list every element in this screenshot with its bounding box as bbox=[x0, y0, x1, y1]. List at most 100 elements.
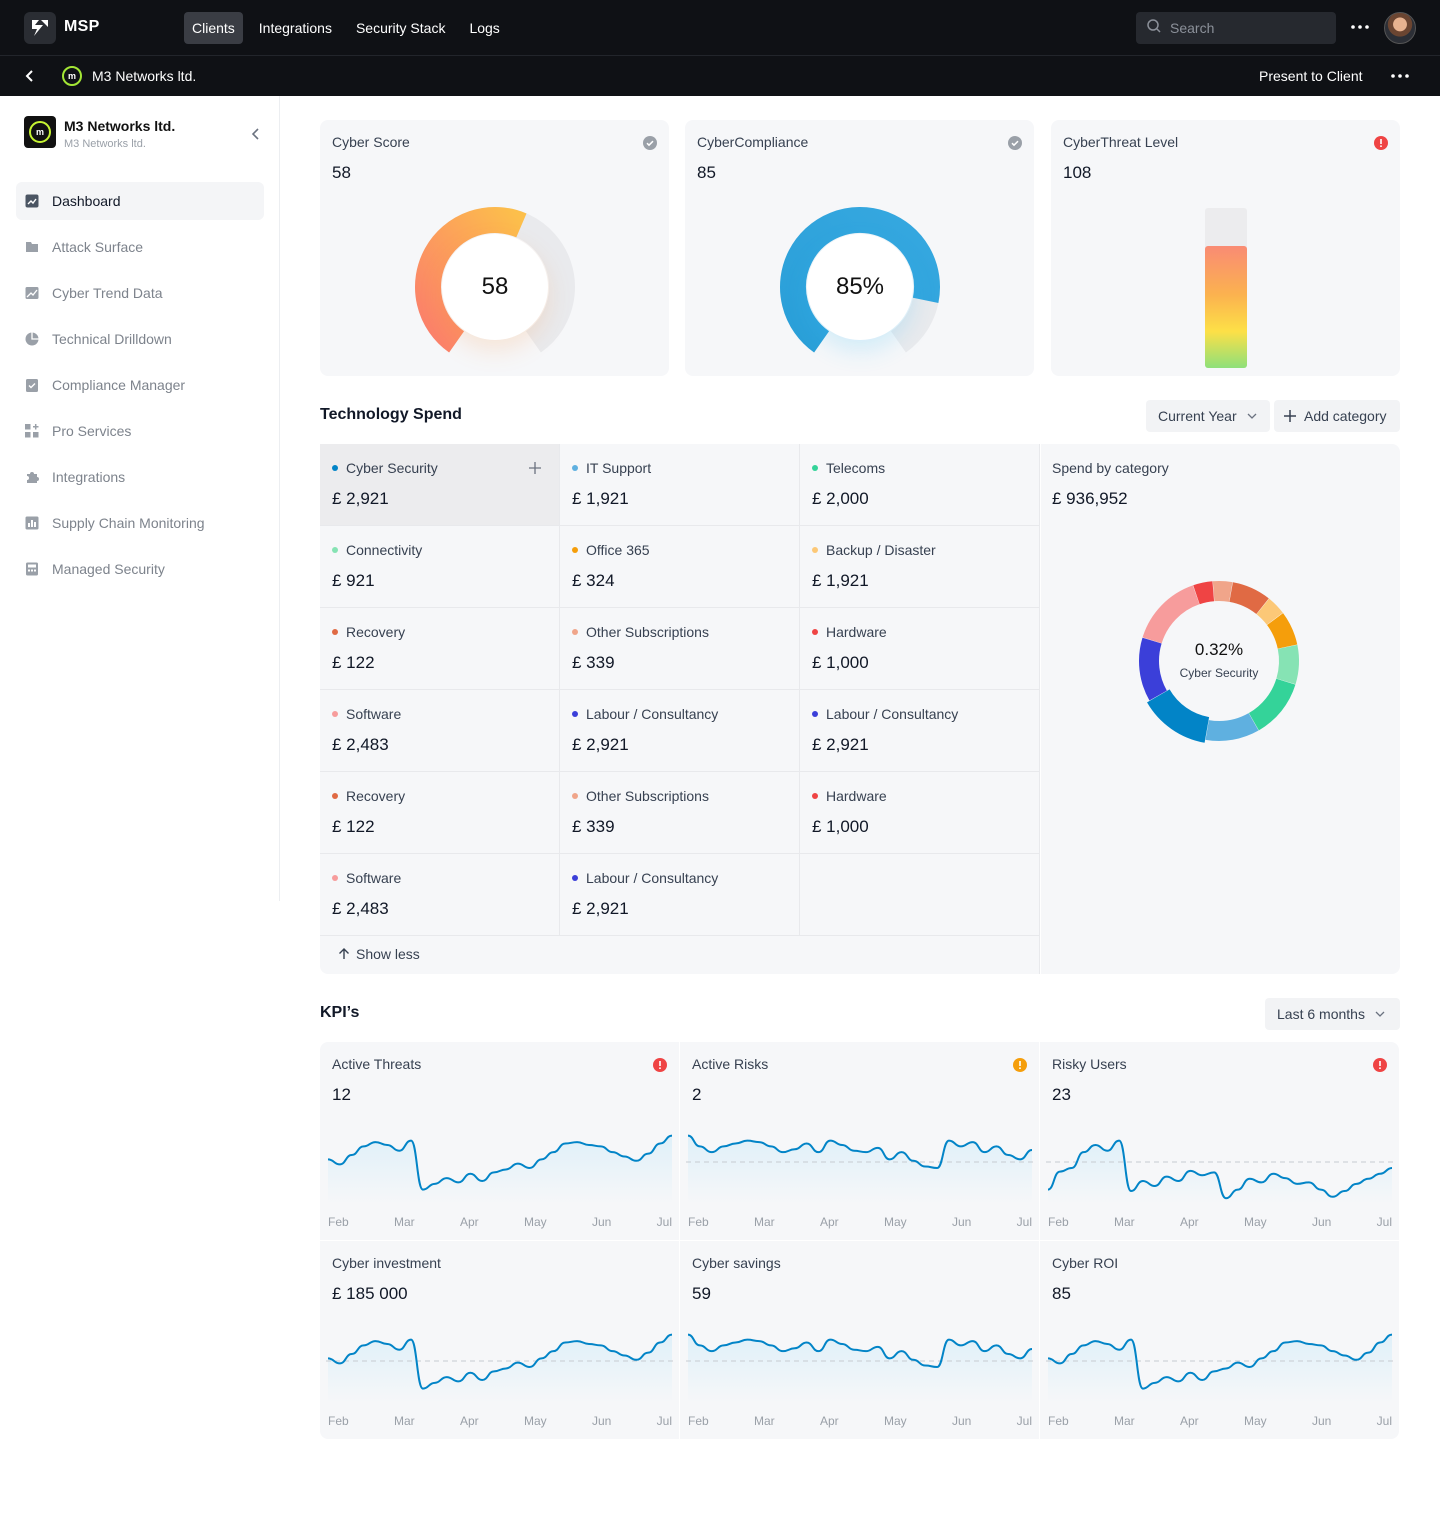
kpi-value: 23 bbox=[1052, 1085, 1071, 1104]
spend-cell[interactable]: Office 365 £ 324 bbox=[560, 526, 799, 607]
more-options-icon[interactable] bbox=[1390, 66, 1410, 86]
sparkline-area bbox=[328, 1334, 672, 1403]
spend-cell[interactable]: Hardware £ 1,000 bbox=[800, 608, 1039, 689]
category-amount: £ 339 bbox=[572, 653, 615, 672]
nav-security-stack[interactable]: Security Stack bbox=[355, 20, 446, 36]
category-name: Labour / Consultancy bbox=[586, 706, 719, 722]
spend-cell[interactable]: Cyber Security £ 2,921 bbox=[320, 444, 559, 525]
spend-cell[interactable]: IT Support £ 1,921 bbox=[560, 444, 799, 525]
sidebar-item-integrations[interactable]: Integrations bbox=[16, 458, 264, 496]
month-tick-label: Mar bbox=[394, 1215, 415, 1229]
sidebar-item-managed-security[interactable]: Managed Security bbox=[16, 550, 264, 588]
spend-cell[interactable]: Recovery £ 122 bbox=[320, 772, 559, 853]
show-less-label: Show less bbox=[356, 946, 420, 962]
grid-divider bbox=[799, 444, 800, 935]
sparkline-area bbox=[1048, 1334, 1392, 1403]
kpi-card-cyber-roi[interactable]: Cyber ROI 85 Feb Mar Apr May Jun Jul bbox=[1040, 1241, 1399, 1439]
sidebar-item-attack-surface[interactable]: Attack Surface bbox=[16, 228, 264, 266]
month-tick-label: Feb bbox=[1048, 1215, 1069, 1229]
sidebar-item-cyber-trend-data[interactable]: Cyber Trend Data bbox=[16, 274, 264, 312]
user-avatar[interactable] bbox=[1384, 12, 1416, 44]
client-logo: m bbox=[24, 116, 56, 148]
kpi-sparkline bbox=[686, 1134, 1034, 1204]
spend-cell[interactable]: Labour / Consultancy £ 2,921 bbox=[560, 690, 799, 771]
present-to-client-button[interactable]: Present to Client bbox=[1259, 68, 1363, 84]
card-value: 58 bbox=[332, 163, 351, 182]
kpi-sparkline bbox=[1046, 1139, 1394, 1204]
grid-divider bbox=[320, 935, 1040, 936]
kpi-card-cyber-savings[interactable]: Cyber savings 59 Feb Mar Apr May Jun Jul bbox=[680, 1241, 1039, 1439]
spend-cell[interactable]: Software £ 2,483 bbox=[320, 854, 559, 935]
cyber-compliance-card[interactable]: CyberCompliance 85 85% bbox=[685, 120, 1034, 376]
alert-icon bbox=[1373, 1058, 1387, 1072]
sparkline-line bbox=[687, 1333, 1033, 1369]
category-amount: £ 2,483 bbox=[332, 735, 389, 754]
donut-slice[interactable] bbox=[1248, 678, 1296, 731]
collapse-chevron-icon[interactable] bbox=[246, 124, 266, 144]
donut-slice[interactable] bbox=[1256, 598, 1283, 626]
spend-cell[interactable]: Other Subscriptions £ 339 bbox=[560, 608, 799, 689]
sparkline-line bbox=[687, 1134, 1033, 1170]
cyber-score-card[interactable]: Cyber Score 58 58 bbox=[320, 120, 669, 376]
search-input[interactable]: Search bbox=[1136, 12, 1336, 44]
plus-icon[interactable] bbox=[527, 460, 543, 476]
msp-logo-icon[interactable] bbox=[24, 12, 56, 44]
category-dot bbox=[572, 629, 578, 635]
category-name: Recovery bbox=[346, 624, 406, 640]
spend-cell[interactable]: Labour / Consultancy £ 2,921 bbox=[560, 854, 799, 935]
sidebar-item-technical-drilldown[interactable]: Technical Drilldown bbox=[16, 320, 264, 358]
client-title: M3 Networks ltd. bbox=[92, 68, 197, 84]
spend-cell[interactable]: Telecoms £ 2,000 bbox=[800, 444, 1039, 525]
nav-logs[interactable]: Logs bbox=[469, 20, 500, 36]
period-select[interactable]: Current Year bbox=[1146, 400, 1270, 432]
month-tick-label: Feb bbox=[688, 1215, 709, 1229]
kpi-card-active-risks[interactable]: Active Risks 2 Feb Mar Apr May Jun Jul bbox=[680, 1042, 1039, 1240]
spend-cell[interactable]: Other Subscriptions £ 339 bbox=[560, 772, 799, 853]
donut-slice[interactable] bbox=[1266, 613, 1298, 650]
spend-cell[interactable]: Connectivity £ 921 bbox=[320, 526, 559, 607]
sidebar-item-dashboard[interactable]: Dashboard bbox=[16, 182, 264, 220]
cyber-threat-level-card[interactable]: CyberThreat Level 108 bbox=[1051, 120, 1400, 376]
spend-donut-chart[interactable] bbox=[1136, 578, 1302, 744]
sidebar-item-supply-chain-monitoring[interactable]: Supply Chain Monitoring bbox=[16, 504, 264, 542]
gauge-center-value: 58 bbox=[442, 234, 548, 340]
kpi-card-active-threats[interactable]: Active Threats 12 Feb Mar Apr May Jun Jul bbox=[320, 1042, 679, 1240]
spend-cell[interactable]: Labour / Consultancy £ 2,921 bbox=[800, 690, 1039, 771]
donut-slice[interactable] bbox=[1205, 712, 1259, 741]
kpi-value: 12 bbox=[332, 1085, 351, 1104]
spend-cell[interactable]: Backup / Disaster £ 1,921 bbox=[800, 526, 1039, 607]
add-category-button[interactable]: Add category bbox=[1274, 400, 1400, 432]
category-amount: £ 2,921 bbox=[332, 489, 389, 508]
donut-slice[interactable] bbox=[1147, 688, 1210, 743]
spend-cell[interactable]: Recovery £ 122 bbox=[320, 608, 559, 689]
nav-integrations[interactable]: Integrations bbox=[258, 20, 332, 36]
check-icon bbox=[643, 136, 657, 150]
back-arrow-icon[interactable] bbox=[20, 66, 40, 86]
sidebar-item-pro-services[interactable]: Pro Services bbox=[16, 412, 264, 450]
donut-slice[interactable] bbox=[1228, 582, 1269, 615]
month-tick-label: Jul bbox=[656, 1414, 672, 1428]
donut-slice[interactable] bbox=[1142, 585, 1200, 644]
category-name: Software bbox=[346, 706, 402, 722]
show-less-button[interactable]: Show less bbox=[338, 946, 420, 962]
category-dot bbox=[572, 465, 578, 471]
spend-by-title: Spend by category bbox=[1052, 460, 1169, 476]
nav-clients[interactable]: Clients bbox=[184, 12, 243, 44]
donut-slice[interactable] bbox=[1212, 581, 1233, 602]
kpi-card-risky-users[interactable]: Risky Users 23 Feb Mar Apr May Jun Jul bbox=[1040, 1042, 1399, 1240]
donut-slice[interactable] bbox=[1139, 637, 1168, 701]
spend-cell[interactable]: Software £ 2,483 bbox=[320, 690, 559, 771]
spend-cell[interactable]: Hardware £ 1,000 bbox=[800, 772, 1039, 853]
sidebar-item-compliance-manager[interactable]: Compliance Manager bbox=[16, 366, 264, 404]
month-tick-label: Mar bbox=[754, 1414, 775, 1428]
category-name: IT Support bbox=[586, 460, 652, 476]
kpi-card-cyber-investment[interactable]: Cyber investment £ 185 000 Feb Mar Apr May Jun… bbox=[320, 1241, 679, 1439]
donut-slice[interactable] bbox=[1193, 581, 1215, 605]
chevron-down-icon bbox=[1375, 1011, 1385, 1017]
category-name: Recovery bbox=[346, 788, 406, 804]
more-options-icon[interactable] bbox=[1350, 17, 1370, 37]
category-name: Labour / Consultancy bbox=[586, 870, 719, 886]
kpi-period-select[interactable]: Last 6 months bbox=[1265, 998, 1400, 1030]
donut-slice[interactable] bbox=[1276, 644, 1299, 685]
category-dot bbox=[332, 629, 338, 635]
